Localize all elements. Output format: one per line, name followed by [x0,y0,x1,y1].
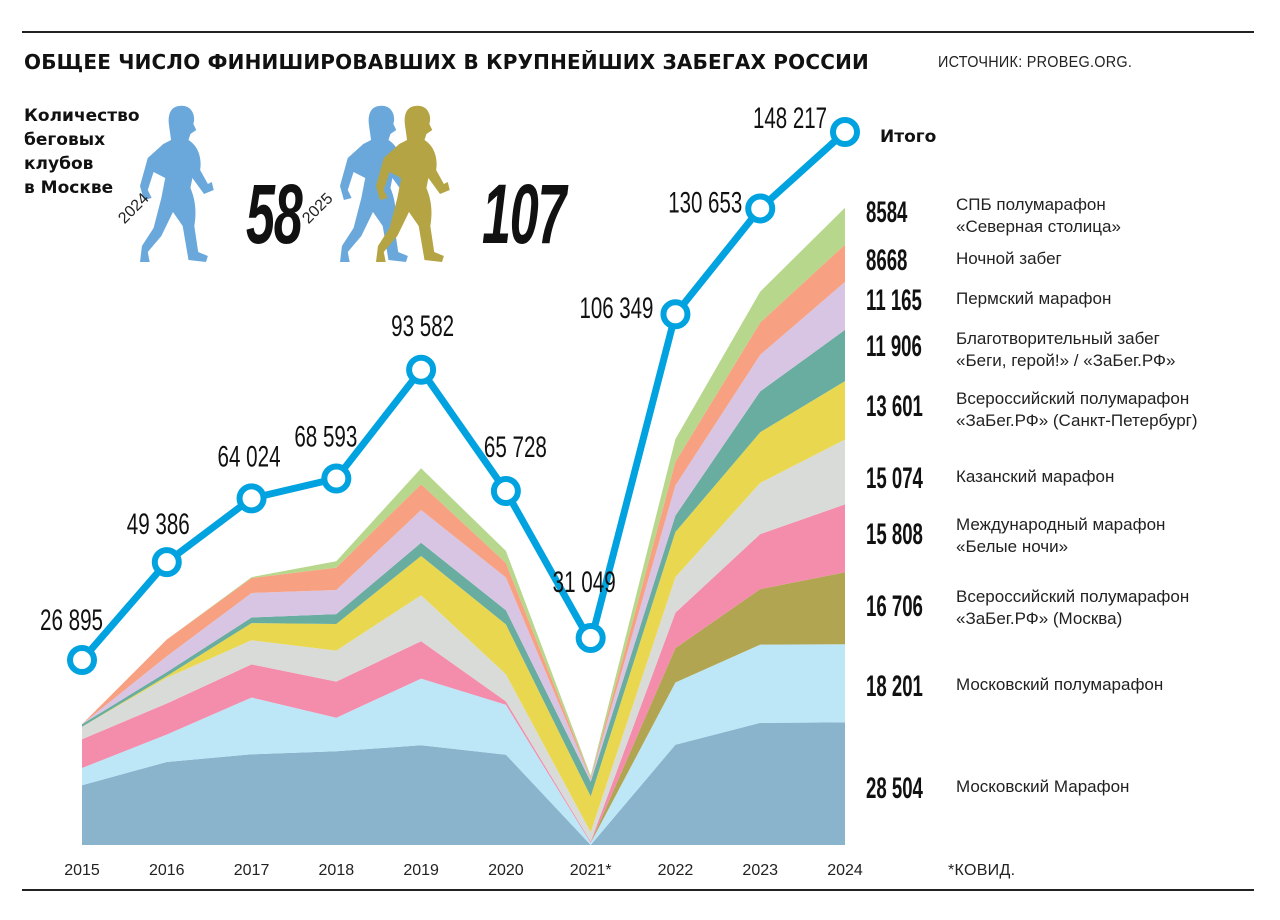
total-point [236,483,267,514]
total-value-label: 26 895 [40,604,103,637]
total-value-label: 65 728 [484,431,547,464]
area-layers [82,207,845,845]
legend-label-line: СПБ полумарафон [956,195,1106,214]
area-layer-5 [82,381,845,833]
area-layer-2 [82,572,845,843]
legend-label-line: «ЗаБег.РФ» (Москва) [956,609,1123,628]
total-point [490,475,521,506]
area-layer-4 [82,439,845,842]
legend-value: 13 601 [866,390,923,423]
legend-label: Казанский марафон [956,467,1115,486]
legend-label-line: «ЗаБег.РФ» (Санкт-Петербург) [956,411,1198,430]
legend-label: Благотворительный забег «Беги, герой!» / … [956,328,1175,372]
legend-label: Всероссийский полумарафон «ЗаБег.РФ» (Сан… [956,388,1198,432]
legend-label-line: Благотворительный забег [956,329,1160,348]
legend-label: Международный марафон «Белые ночи» [956,514,1165,558]
total-value-label: 49 386 [127,508,190,541]
total-value-label: 148 217 [753,102,827,135]
total-line-group [67,117,860,675]
total-value-label: 106 349 [579,292,653,325]
total-value-label: 93 582 [391,310,454,343]
legend-value: 16 706 [866,590,923,623]
legend-label-line: «Белые ночи» [956,537,1069,556]
x-tick-label: 2021* [569,862,612,879]
x-tick-label: 2023 [742,862,779,879]
total-point [67,645,97,675]
clubs-label-line: Количество [24,106,140,126]
legend-value: 11 165 [866,284,922,317]
x-tick-label: 2022 [657,862,694,879]
x-tick-label: 2017 [233,862,270,879]
total-point [151,547,182,578]
clubs-label: Количество беговых клубов в Москве [24,104,140,200]
legend-value: 28 504 [866,772,923,805]
legend-value: 11 906 [866,330,922,363]
area-layer-0 [82,722,845,845]
legend-label: Пермский марафон [956,289,1112,308]
clubs-label-line: клубов [24,154,94,174]
legend-label: Всероссийский полумарафон «ЗаБег.РФ» (Мос… [956,586,1189,630]
legend-label-line: Всероссийский полумарафон [956,389,1190,408]
total-value-label: 31 049 [553,566,616,599]
total-point [830,117,860,147]
total-point [745,193,776,224]
legend-label-line: Всероссийский полумарафон [956,587,1190,606]
legend-value: 8584 [866,196,908,229]
total-legend-label: Итого [880,127,937,147]
legend-value: 15 074 [866,462,923,495]
legend-label-line: «Северная столица» [956,217,1121,236]
source-note: ИСТОЧНИК: PROBEG.ORG. [938,54,1133,71]
total-point [575,623,606,653]
legend-label: СПБ полумарафон «Северная столица» [956,194,1121,238]
area-layer-1 [82,644,845,845]
legend-label-line: Международный марафон [956,515,1166,534]
total-point [660,299,691,330]
legend-value: 18 201 [866,670,923,703]
legend-value: 15 808 [866,518,923,551]
x-tick-label: 2016 [148,862,185,879]
legend-label-line: «Беги, герой!» / «ЗаБег.РФ» [956,351,1176,370]
clubs-value-2025: 107 [482,167,566,261]
legend-label: Московский Марафон [956,777,1130,796]
total-value-label: 68 593 [294,421,357,454]
total-value-label: 64 024 [218,440,281,473]
clubs-label-line: беговых [24,130,106,150]
total-point [406,354,437,385]
footnote: *КОВИД. [948,862,1016,879]
legend-label: Московский полумарафон [956,675,1164,694]
clubs-label-line: в Москве [24,178,114,198]
total-value-label: 130 653 [668,186,742,219]
bottom-rule [22,889,1254,891]
chart-title: ОБЩЕЕ ЧИСЛО ФИНИШИРОВАВШИХ В КРУПНЕЙШИХ … [24,50,869,74]
total-value-labels: 26 895 49 386 64 024 68 593 93 582 65 728 31 0… [40,102,827,637]
top-rule [22,31,1254,33]
x-tick-label: 2018 [318,862,355,879]
total-point [321,463,352,494]
area-layer-3 [82,504,845,843]
legend-label: Ночной забег [956,249,1062,268]
x-tick-label: 2020 [488,862,524,879]
total-line [79,129,848,663]
x-tick-label: 2019 [403,862,439,879]
x-tick-label: 2015 [64,862,100,879]
x-tick-label: 2024 [827,862,863,879]
legend-value: 8668 [866,244,908,277]
clubs-value-2024: 58 [246,167,303,261]
